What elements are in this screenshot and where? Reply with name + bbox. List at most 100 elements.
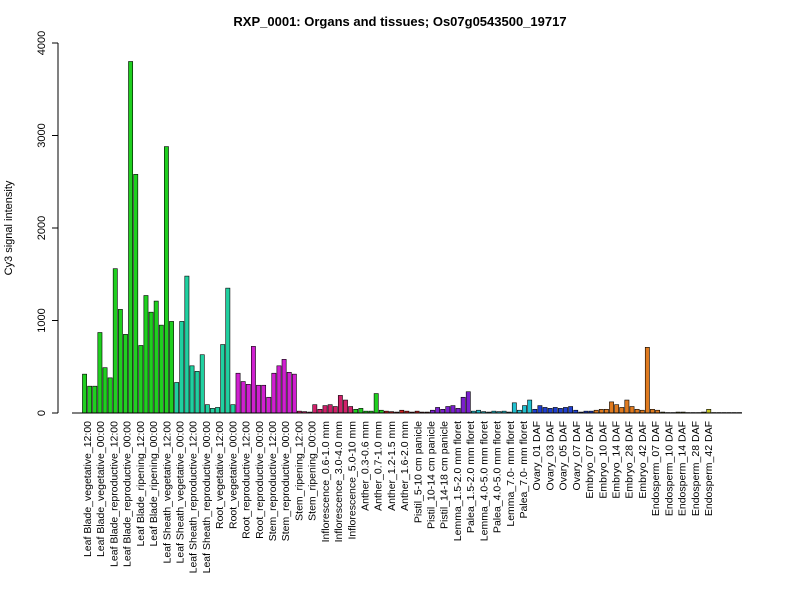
x-tick-label: Embryo_14 DAF [611, 421, 623, 499]
x-tick-label: Leaf Blade_reproductive_12:00 [108, 421, 120, 567]
x-tick-label: Leaf Blade_ripening_12:00 [135, 421, 147, 547]
bar [317, 408, 323, 414]
bar [138, 345, 144, 414]
bar [537, 405, 543, 414]
bar [112, 268, 118, 414]
bar [312, 404, 318, 414]
x-tick-label: Anther_1.2-1.5 mm [386, 421, 398, 511]
bar [552, 407, 558, 414]
x-tick-label: Stem_ripening_00:00 [307, 421, 319, 521]
bar [465, 391, 471, 414]
y-tick-label: 2000 [36, 216, 48, 240]
bars [82, 61, 742, 414]
bar [343, 399, 348, 414]
bar [353, 408, 359, 414]
bar [210, 408, 215, 414]
bar [194, 371, 200, 414]
bar [322, 405, 328, 414]
bar [174, 382, 180, 414]
x-tick-label: Embryo_07 DAF [584, 421, 596, 499]
x-tick-label: Palea_7.0- mm floret [518, 421, 530, 519]
bar [179, 321, 185, 414]
bar [435, 407, 440, 414]
bar [373, 393, 379, 414]
bar [245, 384, 251, 414]
x-tick-label: Stem_reproductive_00:00 [280, 421, 292, 541]
bar [235, 372, 241, 414]
bar [527, 399, 533, 414]
x-tick-label: Endosperm_07 DAF [650, 421, 662, 516]
bar [445, 406, 451, 414]
bar [327, 404, 333, 414]
bar [450, 405, 456, 414]
bar [522, 405, 527, 414]
x-tick-label: Leaf Sheath_reproductive_00:00 [201, 421, 213, 574]
x-tick-label: Endosperm_42 DAF [703, 421, 715, 516]
bar [143, 295, 149, 414]
bar [169, 321, 174, 414]
bar [199, 354, 205, 414]
x-tick-label: Embryo_28 DAF [624, 421, 636, 499]
y-tick-label: 1000 [36, 308, 48, 332]
bar [650, 408, 655, 414]
x-tick-label: Pistil_5-10 cm panicle [412, 421, 424, 523]
bar [266, 396, 272, 414]
bar [348, 406, 354, 414]
x-axis-labels: Leaf Blade_vegetative_12:00 Leaf Blade_ve… [82, 421, 715, 574]
y-tick-label: 4000 [36, 31, 48, 55]
bar [158, 324, 164, 414]
y-tick-label: 3000 [36, 123, 48, 147]
bar [97, 332, 103, 414]
x-tick-label: Root_vegetative_00:00 [227, 421, 239, 529]
bar [215, 407, 220, 414]
bar [102, 367, 108, 414]
x-tick-label: Leaf Sheath_vegetative_00:00 [174, 421, 186, 564]
x-tick-label: Leaf Blade_vegetative_00:00 [95, 421, 107, 557]
bar [291, 373, 297, 414]
bar [240, 381, 246, 414]
y-axis-label: Cy3 signal intensity [3, 180, 15, 275]
bar [164, 146, 169, 414]
bar [281, 359, 287, 414]
x-tick-label: Root_vegetative_12:00 [214, 421, 226, 529]
bar [644, 347, 650, 414]
bar [92, 385, 98, 414]
bar [563, 407, 568, 414]
bar [547, 408, 553, 414]
bar [123, 334, 128, 414]
x-tick-label: Anther_1.6-2.0 mm [399, 421, 411, 511]
x-tick-label: Pistil_14-18 cm panicle [439, 421, 451, 529]
x-tick-label: Lemma_1.5-2.0 mm floret [452, 421, 464, 541]
bar [614, 404, 620, 414]
x-tick-label: Palea_1.5-2.0 mm floret [465, 421, 477, 533]
x-tick-label: Leaf Blade_vegetative_12:00 [82, 421, 94, 557]
x-tick-label: Inflorescence_3.0-4.0 mm [333, 421, 345, 543]
x-tick-label: Endosperm_14 DAF [677, 421, 689, 516]
bar [117, 309, 123, 414]
y-axis: 0 1000 2000 3000 4000 [36, 31, 59, 416]
x-tick-label: Anther_0.3-0.6 mm [359, 421, 371, 511]
bar [609, 401, 614, 414]
bar [511, 402, 517, 414]
bar [230, 404, 236, 414]
bar [619, 407, 625, 414]
bar [107, 377, 113, 414]
bar [251, 346, 256, 414]
x-tick-label: Inflorescence_0.6-1.0 mm [320, 421, 332, 543]
bar [220, 344, 226, 414]
bar [332, 406, 338, 414]
bar [460, 396, 466, 414]
x-tick-label: Root_reproductive_12:00 [241, 421, 253, 539]
bar [204, 404, 210, 414]
bar [256, 384, 261, 414]
x-tick-label: Ovary_03 DAF [544, 421, 556, 490]
bar [128, 61, 134, 414]
x-tick-label: Ovary_05 DAF [558, 421, 570, 490]
bar [271, 372, 277, 414]
bar [598, 408, 604, 414]
bar [153, 300, 159, 414]
bar [634, 408, 640, 414]
bar [629, 406, 635, 414]
bar [440, 408, 446, 414]
